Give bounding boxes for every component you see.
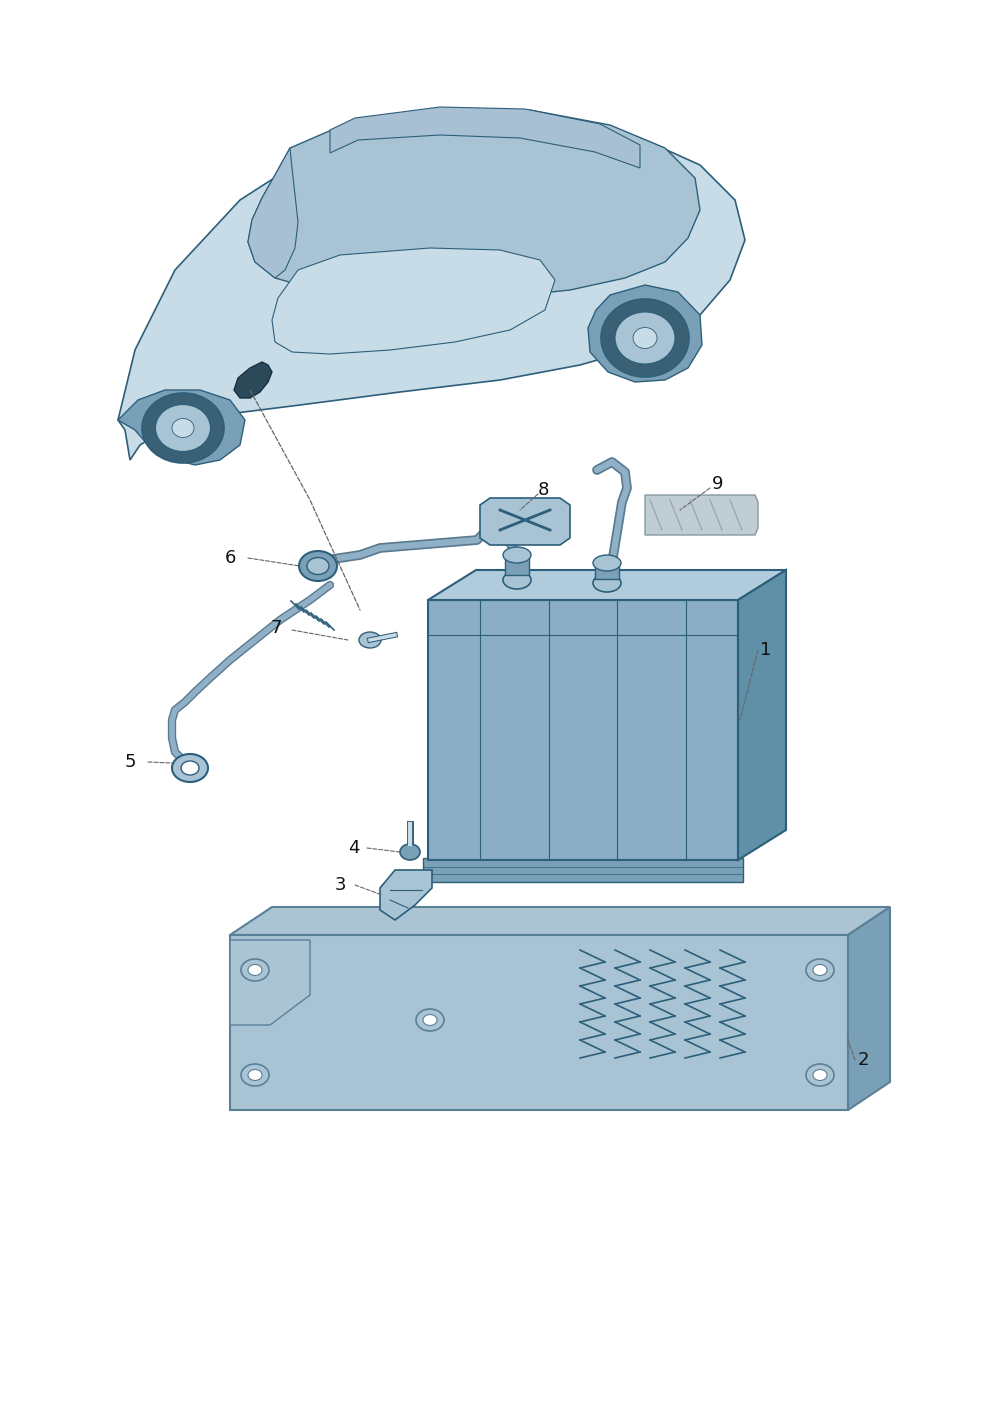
Ellipse shape: [359, 631, 381, 648]
Ellipse shape: [806, 1063, 834, 1086]
Ellipse shape: [248, 1069, 262, 1080]
Ellipse shape: [248, 964, 262, 975]
Ellipse shape: [400, 845, 420, 860]
Polygon shape: [428, 600, 738, 860]
Polygon shape: [738, 570, 786, 860]
Polygon shape: [380, 870, 432, 920]
Polygon shape: [272, 248, 555, 354]
Ellipse shape: [299, 551, 337, 581]
Ellipse shape: [241, 960, 269, 981]
Ellipse shape: [156, 404, 210, 452]
Polygon shape: [595, 563, 619, 579]
Text: 1: 1: [760, 641, 772, 659]
Polygon shape: [230, 940, 310, 1026]
Polygon shape: [248, 147, 298, 278]
Ellipse shape: [416, 1009, 444, 1031]
Polygon shape: [423, 859, 743, 882]
Polygon shape: [118, 118, 745, 460]
Polygon shape: [230, 906, 890, 934]
Ellipse shape: [593, 556, 621, 571]
Text: 4: 4: [348, 839, 359, 857]
Polygon shape: [248, 108, 700, 297]
Ellipse shape: [615, 311, 675, 363]
Polygon shape: [230, 934, 848, 1110]
Polygon shape: [428, 570, 786, 600]
Ellipse shape: [423, 1014, 437, 1026]
Text: 8: 8: [538, 481, 550, 499]
Polygon shape: [330, 107, 640, 168]
Text: 7: 7: [270, 619, 282, 637]
Text: 6: 6: [225, 549, 236, 567]
Ellipse shape: [172, 418, 194, 438]
Ellipse shape: [593, 574, 621, 592]
Polygon shape: [588, 285, 702, 382]
Ellipse shape: [806, 960, 834, 981]
Ellipse shape: [172, 753, 208, 781]
Ellipse shape: [633, 327, 657, 348]
Ellipse shape: [307, 557, 329, 574]
Polygon shape: [645, 495, 758, 535]
Text: 3: 3: [335, 875, 346, 894]
Ellipse shape: [503, 547, 531, 563]
Polygon shape: [234, 362, 272, 398]
Ellipse shape: [142, 393, 224, 463]
Polygon shape: [480, 498, 570, 544]
Ellipse shape: [813, 1069, 827, 1080]
Ellipse shape: [503, 571, 531, 589]
Polygon shape: [505, 556, 529, 575]
Text: 5: 5: [125, 753, 137, 772]
Ellipse shape: [241, 1063, 269, 1086]
Ellipse shape: [181, 760, 199, 774]
Polygon shape: [848, 906, 890, 1110]
Polygon shape: [118, 390, 245, 464]
Text: 2: 2: [858, 1051, 870, 1069]
Text: 9: 9: [712, 476, 723, 492]
Ellipse shape: [813, 964, 827, 975]
Ellipse shape: [601, 299, 689, 377]
